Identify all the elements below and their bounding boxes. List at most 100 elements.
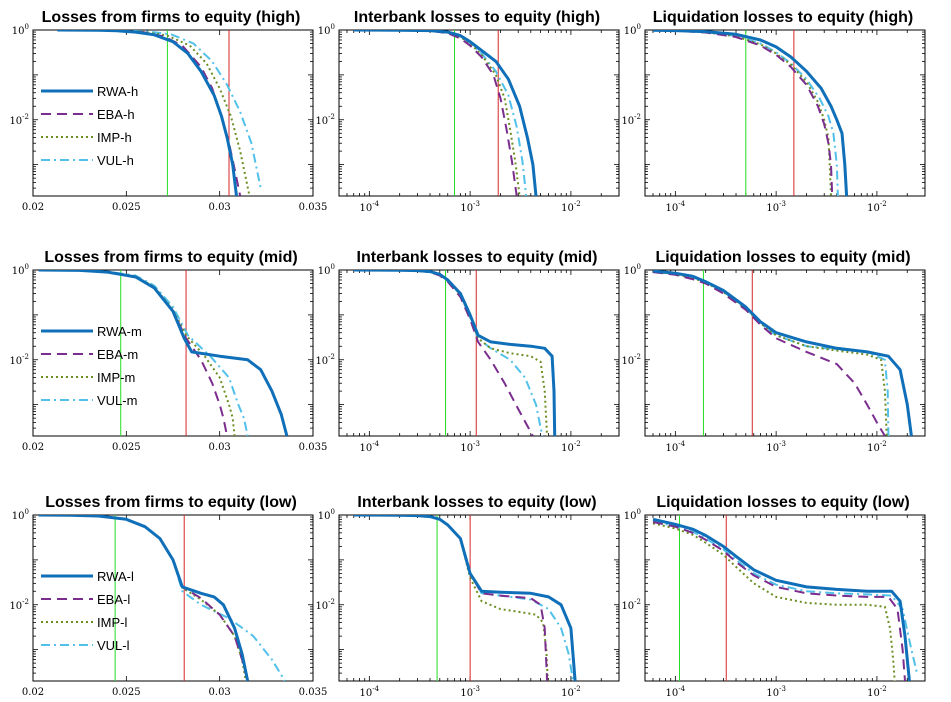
- y-tick-base: 10: [315, 356, 328, 367]
- x-tick-label: 0.03: [209, 442, 231, 453]
- legend: RWA-m EBA-m IMP-m VUL-m: [41, 324, 142, 408]
- legend-label: VUL-h: [97, 153, 134, 168]
- x-tick-label: 10-2: [867, 685, 887, 699]
- x-tick-base: 10: [360, 203, 373, 214]
- y-tick-base: 10: [621, 601, 634, 612]
- panel-title: Liquidation losses to equity (high): [653, 9, 913, 26]
- legend-label: RWA-h: [97, 84, 138, 99]
- series-line-rwa: [353, 515, 577, 681]
- y-tick-base: 10: [315, 601, 328, 612]
- x-tick-label: 0.03: [209, 202, 231, 213]
- x-tick-label: 10-4: [666, 200, 686, 214]
- legend-label: IMP-h: [97, 130, 132, 145]
- y-tick-base: 10: [318, 26, 331, 37]
- y-tick-exp: -2: [634, 353, 641, 361]
- y-tick-exp: 0: [331, 263, 335, 271]
- x-tick-label: 0.025: [112, 687, 141, 698]
- y-tick-label: 100: [318, 508, 335, 522]
- panel-1: Interbank losses to equity (high)10010-2…: [315, 9, 620, 214]
- legend-label: EBA-h: [97, 107, 135, 122]
- legend-label: EBA-m: [97, 347, 138, 362]
- x-tick-base: 10: [666, 688, 679, 699]
- x-tick-exp: -4: [678, 200, 685, 208]
- x-tick-label: 0.025: [112, 442, 141, 453]
- y-tick-exp: 0: [637, 508, 641, 516]
- panel-title: Losses from firms to equity (low): [45, 494, 297, 511]
- series-line-vul: [353, 270, 544, 436]
- x-tick-label: 0.025: [112, 202, 141, 213]
- y-tick-base: 10: [9, 601, 22, 612]
- y-tick-label: 10-2: [621, 113, 641, 127]
- x-tick-label: 0.02: [22, 202, 44, 213]
- series-line-vul: [38, 270, 249, 436]
- y-tick-label: 100: [318, 23, 335, 37]
- legend-label: VUL-l: [97, 638, 130, 653]
- y-tick-exp: 0: [25, 23, 29, 31]
- panel-title: Interbank losses to equity (high): [354, 9, 600, 26]
- series-line-vul: [353, 515, 574, 681]
- y-tick-exp: -2: [328, 113, 335, 121]
- x-tick-base: 10: [867, 688, 880, 699]
- x-tick-label: 10-2: [561, 200, 581, 214]
- x-tick-exp: -3: [779, 200, 786, 208]
- x-tick-label: 10-4: [360, 440, 380, 454]
- plot-frame: [644, 269, 926, 437]
- x-tick-label: 10-4: [666, 440, 686, 454]
- plot-frame: [338, 29, 620, 197]
- panel-5: Liquidation losses to equity (mid)10010-…: [621, 249, 926, 454]
- x-tick-base: 10: [360, 688, 373, 699]
- x-tick-base: 10: [766, 688, 779, 699]
- series-line-eba: [353, 30, 518, 196]
- series-line-vul: [57, 30, 262, 189]
- series-group: [38, 515, 286, 681]
- series-group: [652, 517, 918, 681]
- series-line-imp: [353, 270, 549, 436]
- series-line-rwa: [353, 270, 557, 436]
- series-line-imp: [652, 270, 888, 436]
- x-tick-exp: -3: [473, 685, 480, 693]
- y-tick-label: 10-2: [621, 598, 641, 612]
- y-tick-label: 10-2: [9, 353, 29, 367]
- y-tick-label: 100: [12, 508, 29, 522]
- series-group: [353, 270, 557, 436]
- x-tick-exp: -4: [372, 200, 379, 208]
- x-tick-base: 10: [561, 688, 574, 699]
- x-tick-exp: -4: [678, 685, 685, 693]
- plot-frame: [644, 514, 926, 682]
- x-tick-label: 10-2: [561, 440, 581, 454]
- x-tick-base: 10: [561, 443, 574, 454]
- y-tick-base: 10: [621, 356, 634, 367]
- x-tick-exp: -3: [779, 440, 786, 448]
- panel-8: Liquidation losses to equity (low)10010-…: [621, 494, 926, 699]
- x-tick-base: 10: [766, 203, 779, 214]
- plot-frame: [32, 29, 314, 197]
- y-tick-label: 10-2: [9, 113, 29, 127]
- x-tick-label: 0.02: [22, 687, 44, 698]
- legend-label: RWA-m: [97, 324, 142, 339]
- x-tick-base: 10: [666, 203, 679, 214]
- y-tick-base: 10: [624, 266, 637, 277]
- series-line-imp: [652, 30, 832, 196]
- panel-7: Interbank losses to equity (low)10010-21…: [315, 494, 620, 699]
- series-line-eba: [57, 30, 242, 196]
- legend-label: RWA-l: [97, 569, 134, 584]
- y-tick-label: 10-2: [621, 353, 641, 367]
- series-line-eba: [353, 515, 549, 681]
- y-tick-base: 10: [624, 26, 637, 37]
- y-tick-exp: -2: [634, 113, 641, 121]
- x-tick-exp: -3: [779, 685, 786, 693]
- y-tick-exp: -2: [22, 113, 29, 121]
- legend-label: IMP-l: [97, 615, 127, 630]
- series-group: [38, 270, 289, 436]
- legend-label: EBA-l: [97, 592, 130, 607]
- x-tick-label: 0.035: [299, 687, 328, 698]
- y-tick-base: 10: [315, 116, 328, 127]
- x-tick-base: 10: [867, 203, 880, 214]
- series-line-imp: [353, 30, 521, 196]
- y-tick-label: 10-2: [315, 113, 335, 127]
- x-tick-base: 10: [460, 203, 473, 214]
- legend-label: IMP-m: [97, 370, 135, 385]
- x-tick-base: 10: [666, 443, 679, 454]
- x-tick-label: 10-4: [360, 685, 380, 699]
